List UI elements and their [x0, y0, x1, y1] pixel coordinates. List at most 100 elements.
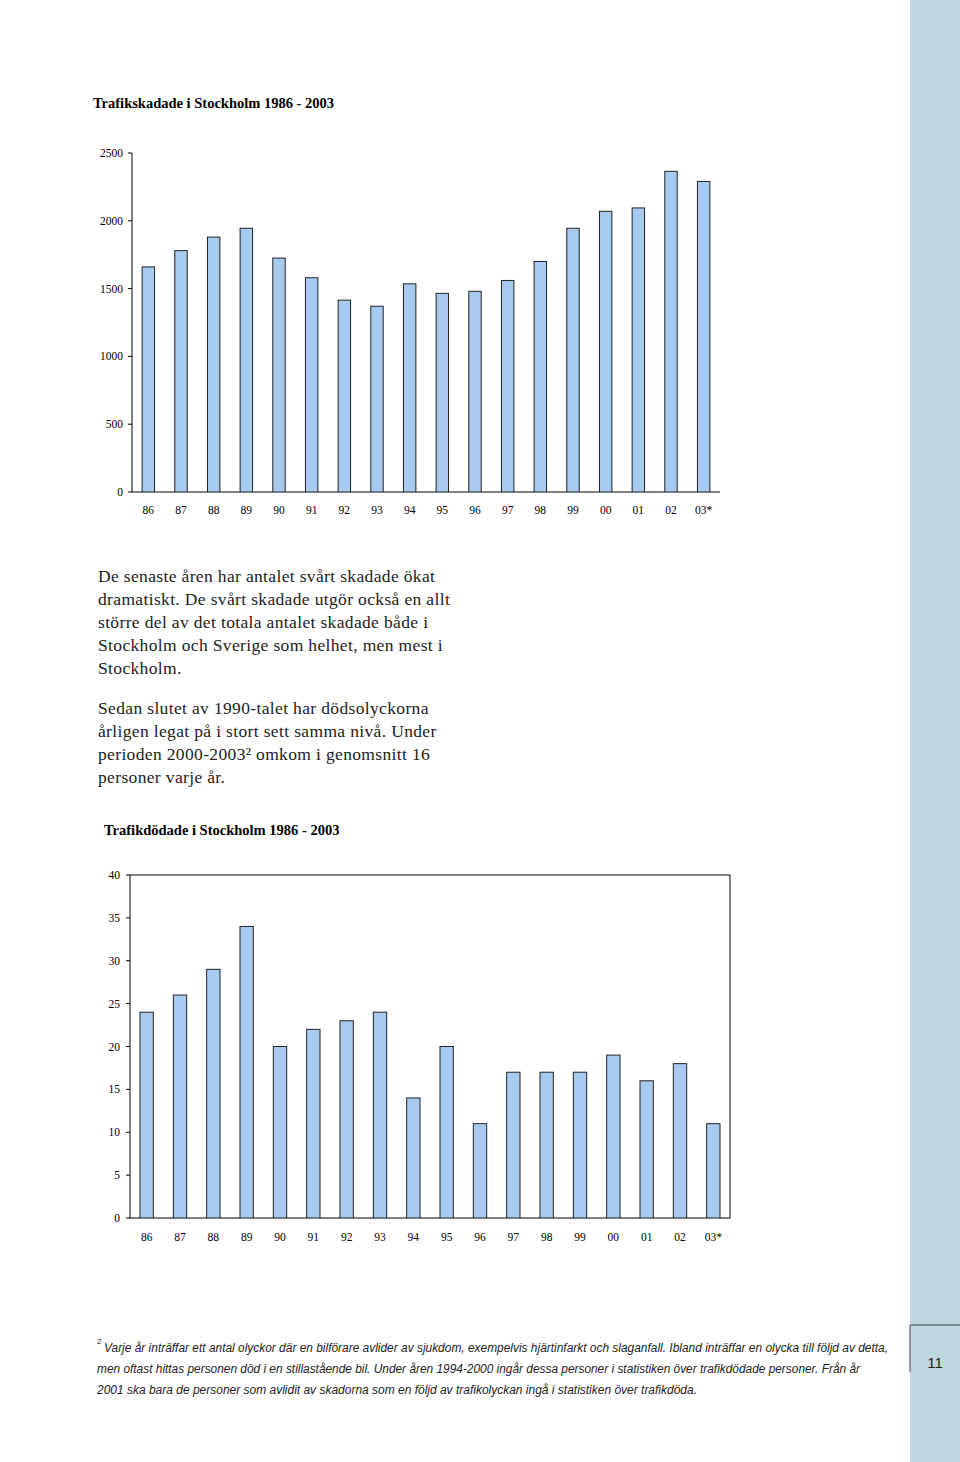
paragraph-line: större del av det totala antalet skadade… — [98, 612, 428, 632]
page-number-rule — [910, 1325, 911, 1372]
x-tick-label: 86 — [141, 1231, 153, 1243]
bar — [173, 995, 186, 1218]
bar — [707, 1124, 720, 1218]
y-tick — [126, 917, 130, 918]
x-tick-label: 01 — [633, 504, 645, 516]
bar — [407, 1098, 420, 1218]
bar — [307, 1029, 320, 1218]
page: Trafikskadade i Stockholm 1986 - 2003 0 50… — [0, 0, 960, 1462]
x-tick-label: 01 — [641, 1231, 653, 1243]
bar — [142, 267, 154, 492]
side-band — [910, 0, 960, 1462]
x-tick-label: 02 — [665, 504, 677, 516]
x-tick-label: 02 — [674, 1231, 686, 1243]
footnote-line: 2001 ska bara de personer som avlidit av… — [96, 1383, 697, 1397]
x-tick-label: 99 — [567, 504, 579, 516]
bar — [240, 926, 253, 1218]
bar — [273, 1047, 286, 1219]
paragraph-line: Sedan slutet av 1990-talet har dödsolyck… — [98, 698, 429, 718]
x-tick-label: 95 — [441, 1231, 453, 1243]
x-tick-label: 99 — [574, 1231, 586, 1243]
x-tick-label: 98 — [535, 504, 547, 516]
x-tick-label: 87 — [175, 504, 187, 516]
bar — [469, 291, 481, 492]
x-tick-label: 86 — [143, 504, 155, 516]
bar — [665, 171, 677, 492]
bar — [607, 1055, 620, 1218]
x-tick-label: 88 — [208, 1231, 220, 1243]
y-tick — [128, 153, 132, 154]
y-tick-label: 500 — [106, 418, 124, 430]
y-tick — [126, 1175, 130, 1176]
bar — [436, 293, 448, 492]
x-tick-label: 90 — [273, 504, 285, 516]
y-tick-label: 2500 — [100, 147, 123, 159]
x-tick-label: 87 — [174, 1231, 186, 1243]
bar — [371, 306, 383, 492]
x-tick-label: 91 — [306, 504, 318, 516]
y-tick — [126, 1089, 130, 1090]
paragraph-line: perioden 2000-2003² omkom i genomsnitt 1… — [98, 744, 430, 764]
page-number-rule — [910, 1325, 960, 1326]
y-tick — [128, 424, 132, 425]
y-tick-label: 15 — [109, 1083, 121, 1095]
bar — [175, 251, 187, 492]
chart-title: Trafikdödade i Stockholm 1986 - 2003 — [104, 822, 339, 838]
y-tick — [128, 220, 132, 221]
paragraph-line: De senaste åren har antalet svårt skadad… — [98, 566, 435, 586]
bar — [501, 280, 513, 492]
bar — [440, 1047, 453, 1219]
bar — [534, 261, 546, 492]
chart-title: Trafikskadade i Stockholm 1986 - 2003 — [93, 95, 334, 111]
bar — [240, 228, 252, 492]
y-tick — [126, 1046, 130, 1047]
y-tick — [126, 1003, 130, 1004]
y-tick-label: 20 — [109, 1041, 121, 1053]
bar — [697, 181, 709, 492]
x-tick-label: 89 — [241, 1231, 253, 1243]
x-tick-label: 95 — [437, 504, 449, 516]
y-tick-label: 0 — [117, 486, 123, 498]
bar — [632, 208, 644, 492]
footnote-line: men oftast hittas personen död i en stil… — [97, 1362, 861, 1376]
x-tick-label: 98 — [541, 1231, 553, 1243]
bar — [207, 237, 219, 492]
y-tick — [126, 1132, 130, 1133]
y-tick-label: 30 — [109, 955, 121, 967]
footnote-line: Varje år inträffar ett antal olyckor där… — [104, 1341, 888, 1355]
bar — [403, 284, 415, 492]
y-tick-label: 1000 — [100, 350, 123, 362]
y-tick-label: 35 — [109, 912, 121, 924]
bar-chart: Trafikskadade i Stockholm 1986 - 2003 0 50… — [93, 95, 720, 516]
x-tick-label: 00 — [600, 504, 612, 516]
y-tick — [128, 288, 132, 289]
x-tick-label: 94 — [404, 504, 416, 516]
bar — [338, 300, 350, 492]
x-tick-label: 88 — [208, 504, 220, 516]
y-tick-label: 0 — [114, 1212, 120, 1224]
bar — [207, 969, 220, 1218]
y-tick-label: 2000 — [100, 215, 123, 227]
x-tick-label: 97 — [508, 1231, 520, 1243]
paragraph-line: Stockholm och Sverige som helhet, men me… — [98, 635, 443, 655]
y-tick — [128, 492, 132, 493]
page-number: 11 — [927, 1354, 943, 1371]
bar — [473, 1124, 486, 1218]
plot-frame — [130, 875, 730, 1218]
x-tick-label: 96 — [469, 504, 481, 516]
bars — [142, 171, 710, 492]
x-tick-label: 03* — [705, 1231, 723, 1243]
y-tick — [126, 960, 130, 961]
x-tick-label: 90 — [274, 1231, 286, 1243]
x-tick-label: 91 — [308, 1231, 320, 1243]
y-tick — [126, 1218, 130, 1219]
bar — [573, 1072, 586, 1218]
y-tick-label: 10 — [109, 1126, 121, 1138]
x-tick-label: 92 — [339, 504, 351, 516]
y-tick-label: 1500 — [100, 283, 123, 295]
bar — [540, 1072, 553, 1218]
bar — [273, 258, 285, 492]
y-tick-label: 40 — [109, 869, 121, 881]
bar — [373, 1012, 386, 1218]
bar — [640, 1081, 653, 1218]
